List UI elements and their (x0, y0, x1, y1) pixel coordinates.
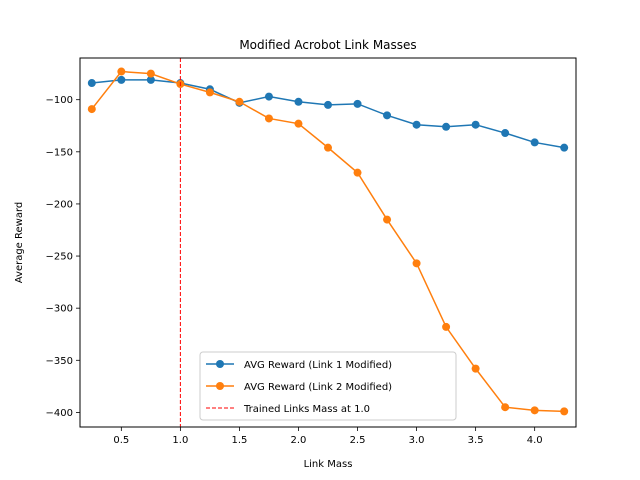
legend-marker-link1 (216, 360, 224, 368)
data-point-series-2 (324, 143, 332, 152)
data-point-series-2 (412, 259, 421, 268)
data-point-series-1 (412, 120, 421, 129)
data-point-series-1 (383, 111, 392, 120)
y-tick-label: −350 (46, 356, 73, 367)
data-point-series-1 (501, 129, 510, 138)
x-tick-label: 1.0 (172, 435, 188, 446)
x-axis-label: Link Mass (304, 459, 353, 470)
x-tick-label: 0.5 (113, 435, 129, 446)
data-point-series-1 (442, 122, 451, 131)
legend-label-trained-mass: Trained Links Mass at 1.0 (243, 404, 370, 415)
data-point-series-1 (353, 99, 362, 108)
data-point-series-2 (353, 168, 362, 177)
data-point-series-2 (471, 364, 480, 373)
data-point-series-2 (383, 215, 392, 224)
legend: AVG Reward (Link 1 Modified) AVG Reward … (199, 351, 457, 421)
x-tick-label: 3.5 (468, 435, 484, 446)
chart-title: Modified Acrobot Link Masses (239, 38, 416, 52)
axis-ticks: 0.5 1.0 1.5 2.0 2.5 3.0 3.5 4.0 −100 −150 −200 −250… (46, 95, 543, 446)
legend-marker-link2 (216, 382, 224, 390)
data-point-series-1 (294, 97, 303, 106)
x-tick-label: 2.5 (350, 435, 366, 446)
y-tick-label: −250 (46, 252, 73, 263)
legend-label-link2: AVG Reward (Link 2 Modified) (244, 382, 392, 393)
data-point-series-1 (146, 75, 155, 84)
data-point-series-2 (205, 88, 214, 97)
data-point-series-2 (146, 69, 155, 78)
data-point-series-2 (560, 407, 569, 416)
y-tick-label: −100 (46, 95, 73, 106)
plot-area (87, 58, 569, 427)
y-tick-label: −300 (46, 304, 73, 315)
data-point-series-1 (264, 92, 273, 101)
legend-box (199, 351, 457, 421)
data-point-series-2 (117, 67, 126, 76)
y-tick-label: −200 (46, 199, 73, 210)
data-point-series-2 (87, 105, 96, 114)
legend-label-link1: AVG Reward (Link 1 Modified) (244, 360, 392, 371)
data-point-series-1 (471, 120, 480, 129)
data-point-series-1 (530, 138, 539, 147)
data-point-series-2 (442, 322, 451, 331)
y-axis-label: Average Reward (14, 202, 25, 283)
y-tick-label: −400 (46, 408, 73, 419)
data-point-series-2 (264, 114, 273, 123)
data-point-series-2 (294, 119, 303, 128)
x-tick-label: 1.5 (231, 435, 247, 446)
data-point-series-2 (235, 97, 244, 106)
x-tick-label: 4.0 (527, 435, 543, 446)
data-point-series-2 (530, 406, 539, 415)
data-point-series-1 (560, 143, 569, 152)
plot-frame (79, 57, 577, 428)
x-tick-label: 2.0 (291, 435, 307, 446)
data-point-series-2 (501, 403, 510, 412)
x-tick-label: 3.0 (409, 435, 425, 446)
data-point-series-1 (87, 79, 96, 88)
y-tick-label: −150 (46, 147, 73, 158)
data-point-series-1 (324, 100, 332, 109)
data-point-series-1 (117, 75, 126, 84)
